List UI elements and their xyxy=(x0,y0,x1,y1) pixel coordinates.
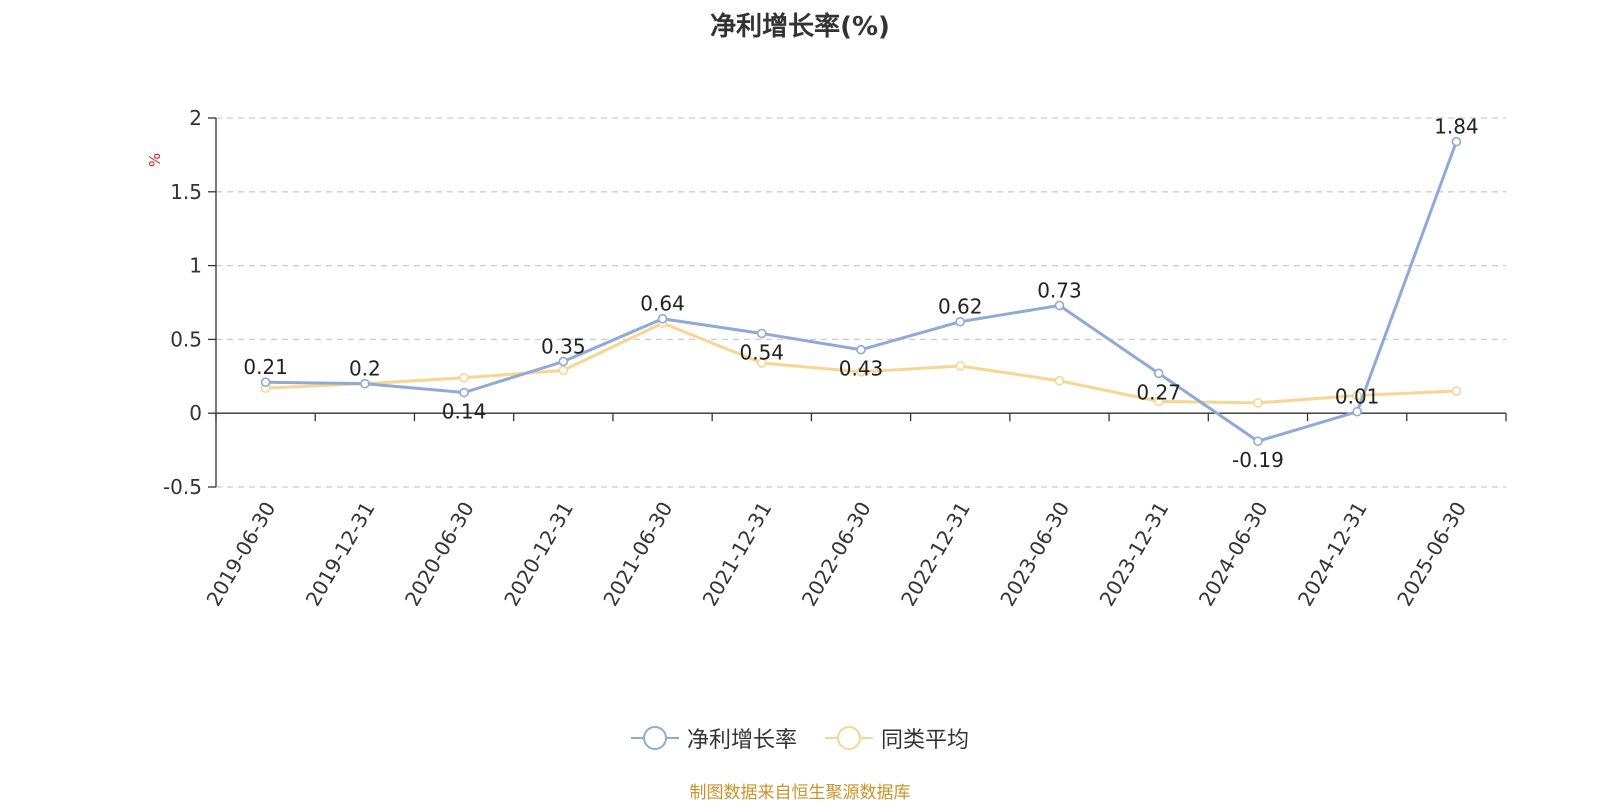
y-tick-label: 0 xyxy=(189,401,202,425)
y-tick-label: 1 xyxy=(189,254,202,278)
legend: 净利增长率 同类平均 xyxy=(0,722,1600,754)
y-tick-label: 0.5 xyxy=(170,327,202,351)
data-label: 0.62 xyxy=(938,295,983,319)
data-point-net-profit xyxy=(756,328,767,339)
series-line-net-profit xyxy=(265,141,1458,443)
y-axis-label: % xyxy=(146,153,164,167)
data-point-peer-average xyxy=(955,361,966,371)
chart-title: 净利增长率(%) xyxy=(710,12,890,42)
data-label: -0.19 xyxy=(1232,448,1284,472)
x-tick-label: 2022-06-30 xyxy=(797,498,876,611)
data-label: 0.64 xyxy=(640,292,685,316)
data-label: 0.73 xyxy=(1037,278,1082,302)
x-tick-label: 2024-06-30 xyxy=(1194,498,1273,611)
data-point-net-profit xyxy=(1451,136,1462,147)
x-tick-label: 2021-12-31 xyxy=(698,498,777,611)
data-label: 0.01 xyxy=(1335,385,1380,409)
data-point-net-profit xyxy=(1153,368,1164,379)
x-tick-label: 2020-06-30 xyxy=(400,497,479,610)
data-label: 0.43 xyxy=(839,357,884,381)
legend-item-peer-average[interactable]: 同类平均 xyxy=(825,722,969,754)
legend-label-net-profit: 净利增长率 xyxy=(686,728,797,753)
legend-swatch-peer-average-icon xyxy=(825,726,873,750)
x-tick-label: 2023-12-31 xyxy=(1095,498,1174,611)
data-point-peer-average xyxy=(756,358,767,368)
x-tick-label: 2025-06-30 xyxy=(1392,498,1471,611)
data-point-net-profit xyxy=(558,356,569,367)
x-tick-label: 2019-06-30 xyxy=(201,498,280,611)
data-point-peer-average xyxy=(1253,398,1263,408)
data-label: 0.14 xyxy=(442,400,487,424)
data-point-peer-average xyxy=(1054,375,1065,386)
data-point-peer-average xyxy=(1352,390,1362,401)
x-tick-label: 2023-06-30 xyxy=(995,498,1074,611)
data-point-net-profit xyxy=(856,344,866,355)
x-tick-label: 2024-12-31 xyxy=(1293,498,1372,611)
data-point-net-profit xyxy=(1352,406,1362,417)
data-point-peer-average xyxy=(1153,396,1164,407)
data-label: 0.35 xyxy=(541,335,586,359)
data-point-net-profit xyxy=(1253,436,1263,447)
data-point-net-profit xyxy=(1054,300,1065,311)
legend-item-net-profit[interactable]: 净利增长率 xyxy=(630,722,797,754)
source-note: 制图数据来自恒生聚源数据库 xyxy=(689,783,911,803)
data-point-net-profit xyxy=(955,316,966,327)
data-label: 1.84 xyxy=(1434,115,1479,139)
data-point-peer-average xyxy=(856,367,866,377)
data-labels: 0.21 0.2 0.14 0.35 0.64 0.54 0.43 0.62 0.73 0.27 -… xyxy=(243,115,1478,473)
data-point-peer-average xyxy=(558,365,569,376)
legend-swatch-net-profit-icon xyxy=(630,726,679,750)
data-label: 0.21 xyxy=(243,355,288,379)
data-point-net-profit xyxy=(459,387,469,398)
data-label: 0.27 xyxy=(1136,380,1181,404)
data-point-peer-average xyxy=(1451,386,1462,396)
x-tick-label: 2020-12-31 xyxy=(499,498,578,611)
data-point-net-profit xyxy=(657,313,668,324)
data-label: 0.2 xyxy=(349,357,381,381)
data-label: 0.54 xyxy=(740,340,785,364)
data-point-net-profit xyxy=(260,377,271,388)
y-tick-label: -0.5 xyxy=(163,475,202,499)
y-tick-label: 2 xyxy=(189,106,202,130)
x-tick-label: 2019-12-31 xyxy=(301,498,380,611)
series-lines xyxy=(260,136,1462,447)
data-point-net-profit xyxy=(360,378,370,389)
x-tick-label: 2021-06-30 xyxy=(598,498,677,611)
data-point-peer-average xyxy=(459,372,469,383)
grid-lines xyxy=(216,117,1506,488)
x-tick-label: 2022-12-31 xyxy=(896,497,975,610)
legend-label-peer-average: 同类平均 xyxy=(881,728,970,753)
y-tick-label: 1.5 xyxy=(170,180,202,204)
